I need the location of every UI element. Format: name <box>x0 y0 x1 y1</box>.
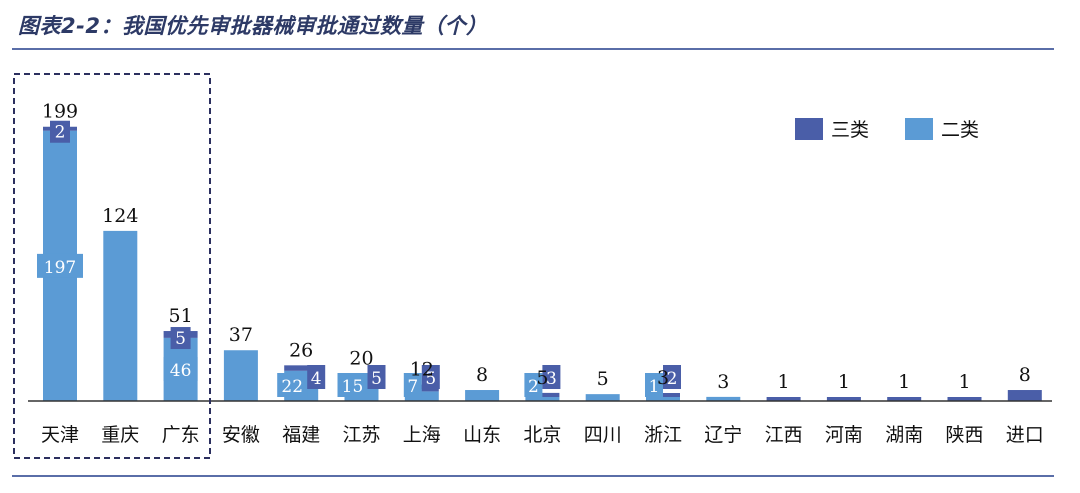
segment-label-class2-box <box>37 253 83 278</box>
bar-segment-class3 <box>766 397 801 401</box>
total-label: 124 <box>102 205 138 227</box>
category-label: 北京 <box>523 424 561 446</box>
segment-label-class3: 4 <box>311 369 322 389</box>
category-label: 辽宁 <box>704 424 742 446</box>
category-label: 山东 <box>463 424 501 446</box>
bar-segment-class3 <box>284 365 319 371</box>
category-label: 四川 <box>584 424 622 446</box>
total-label: 20 <box>349 348 373 370</box>
total-label: 5 <box>536 367 548 389</box>
category-label: 上海 <box>403 424 441 446</box>
category-label: 天津 <box>41 424 79 446</box>
category-label: 重庆 <box>101 424 139 446</box>
total-label: 12 <box>410 359 434 381</box>
segment-label-class2: 7 <box>407 377 418 397</box>
total-label: 8 <box>1019 364 1031 386</box>
category-label: 浙江 <box>644 424 682 446</box>
segment-label-class3-box <box>50 120 70 143</box>
footer-divider <box>12 475 1054 477</box>
bar-segment-class3 <box>947 397 982 401</box>
segment-label-class2: 46 <box>170 361 192 381</box>
bar-segment-class2 <box>223 350 258 401</box>
legend-label: 三类 <box>831 119 869 141</box>
bar-segment-class2 <box>525 397 560 401</box>
legend-swatch <box>905 118 933 140</box>
segment-label-class3: 5 <box>175 329 186 349</box>
title-divider <box>12 48 1054 50</box>
bar-segment-class2 <box>646 397 680 401</box>
bar-segment-class3 <box>1007 390 1042 401</box>
category-label: 陕西 <box>945 424 983 446</box>
segment-label-class3: 2 <box>667 369 678 389</box>
segment-label-class2: 2 <box>528 377 539 397</box>
total-label: 3 <box>657 367 669 389</box>
segment-label-class2: 197 <box>44 258 76 278</box>
segment-label-class2: 22 <box>281 377 303 397</box>
legend-swatch <box>795 118 823 140</box>
total-label: 1 <box>898 371 910 393</box>
category-label: 河南 <box>825 424 863 446</box>
segment-label-class2-box <box>277 373 308 397</box>
segment-label-class3: 5 <box>371 369 382 389</box>
segment-label-class2-box <box>337 373 368 397</box>
segment-label-class3-box <box>170 327 191 350</box>
total-label: 5 <box>597 368 609 390</box>
category-label: 福建 <box>282 424 320 446</box>
segment-label-class2-box <box>163 357 198 381</box>
chart-title: 图表2-2：我国优先审批器械审批通过数量（个） <box>18 14 488 38</box>
segment-label-class3-box <box>663 365 681 389</box>
segment-label-class3-box <box>542 365 561 389</box>
legend: 三类 二类 <box>795 118 979 141</box>
total-label: 1 <box>778 371 790 393</box>
segment-label-class2-box <box>645 373 663 397</box>
category-label: 湖南 <box>885 424 923 446</box>
category-label: 广东 <box>162 424 200 446</box>
total-label: 199 <box>42 101 78 123</box>
segment-label-class2: 15 <box>342 377 364 397</box>
total-label: 26 <box>289 339 313 361</box>
category-label: 江西 <box>765 424 803 446</box>
legend-label: 二类 <box>941 119 979 141</box>
total-label: 37 <box>229 324 253 346</box>
segment-label-class3-box <box>367 365 386 389</box>
category-label: 江苏 <box>342 424 380 446</box>
segment-label-class3: 3 <box>546 369 557 389</box>
total-label: 1 <box>838 371 850 393</box>
bar-segment-class2 <box>585 394 620 401</box>
bar-segment-class2 <box>103 230 138 401</box>
bar-segment-class3 <box>887 397 922 401</box>
total-label: 3 <box>717 371 729 393</box>
segment-label-class2: 1 <box>649 377 660 397</box>
segment-label-class2-box <box>524 373 543 397</box>
total-label: 51 <box>169 305 193 327</box>
segment-label-class3: 2 <box>55 123 66 143</box>
bar-segment-class2 <box>465 390 500 401</box>
segment-label-class3: 5 <box>425 369 436 389</box>
segment-label-class2-box <box>403 373 422 397</box>
category-label: 安徽 <box>222 424 260 446</box>
category-labels-group: 天津 重庆 广东 安徽 福建 江苏 上海 山东 北京 四川 浙江 辽宁 江西 河南 湖南 陕西 进口 <box>41 424 1044 446</box>
category-label: 进口 <box>1006 424 1044 446</box>
total-label: 1 <box>958 371 970 393</box>
bar-segment-class3 <box>826 397 861 401</box>
total-label: 8 <box>476 364 488 386</box>
bar-segment-class2 <box>706 396 741 401</box>
segment-label-class3-box <box>307 365 326 389</box>
segment-label-class3-box <box>421 365 440 389</box>
